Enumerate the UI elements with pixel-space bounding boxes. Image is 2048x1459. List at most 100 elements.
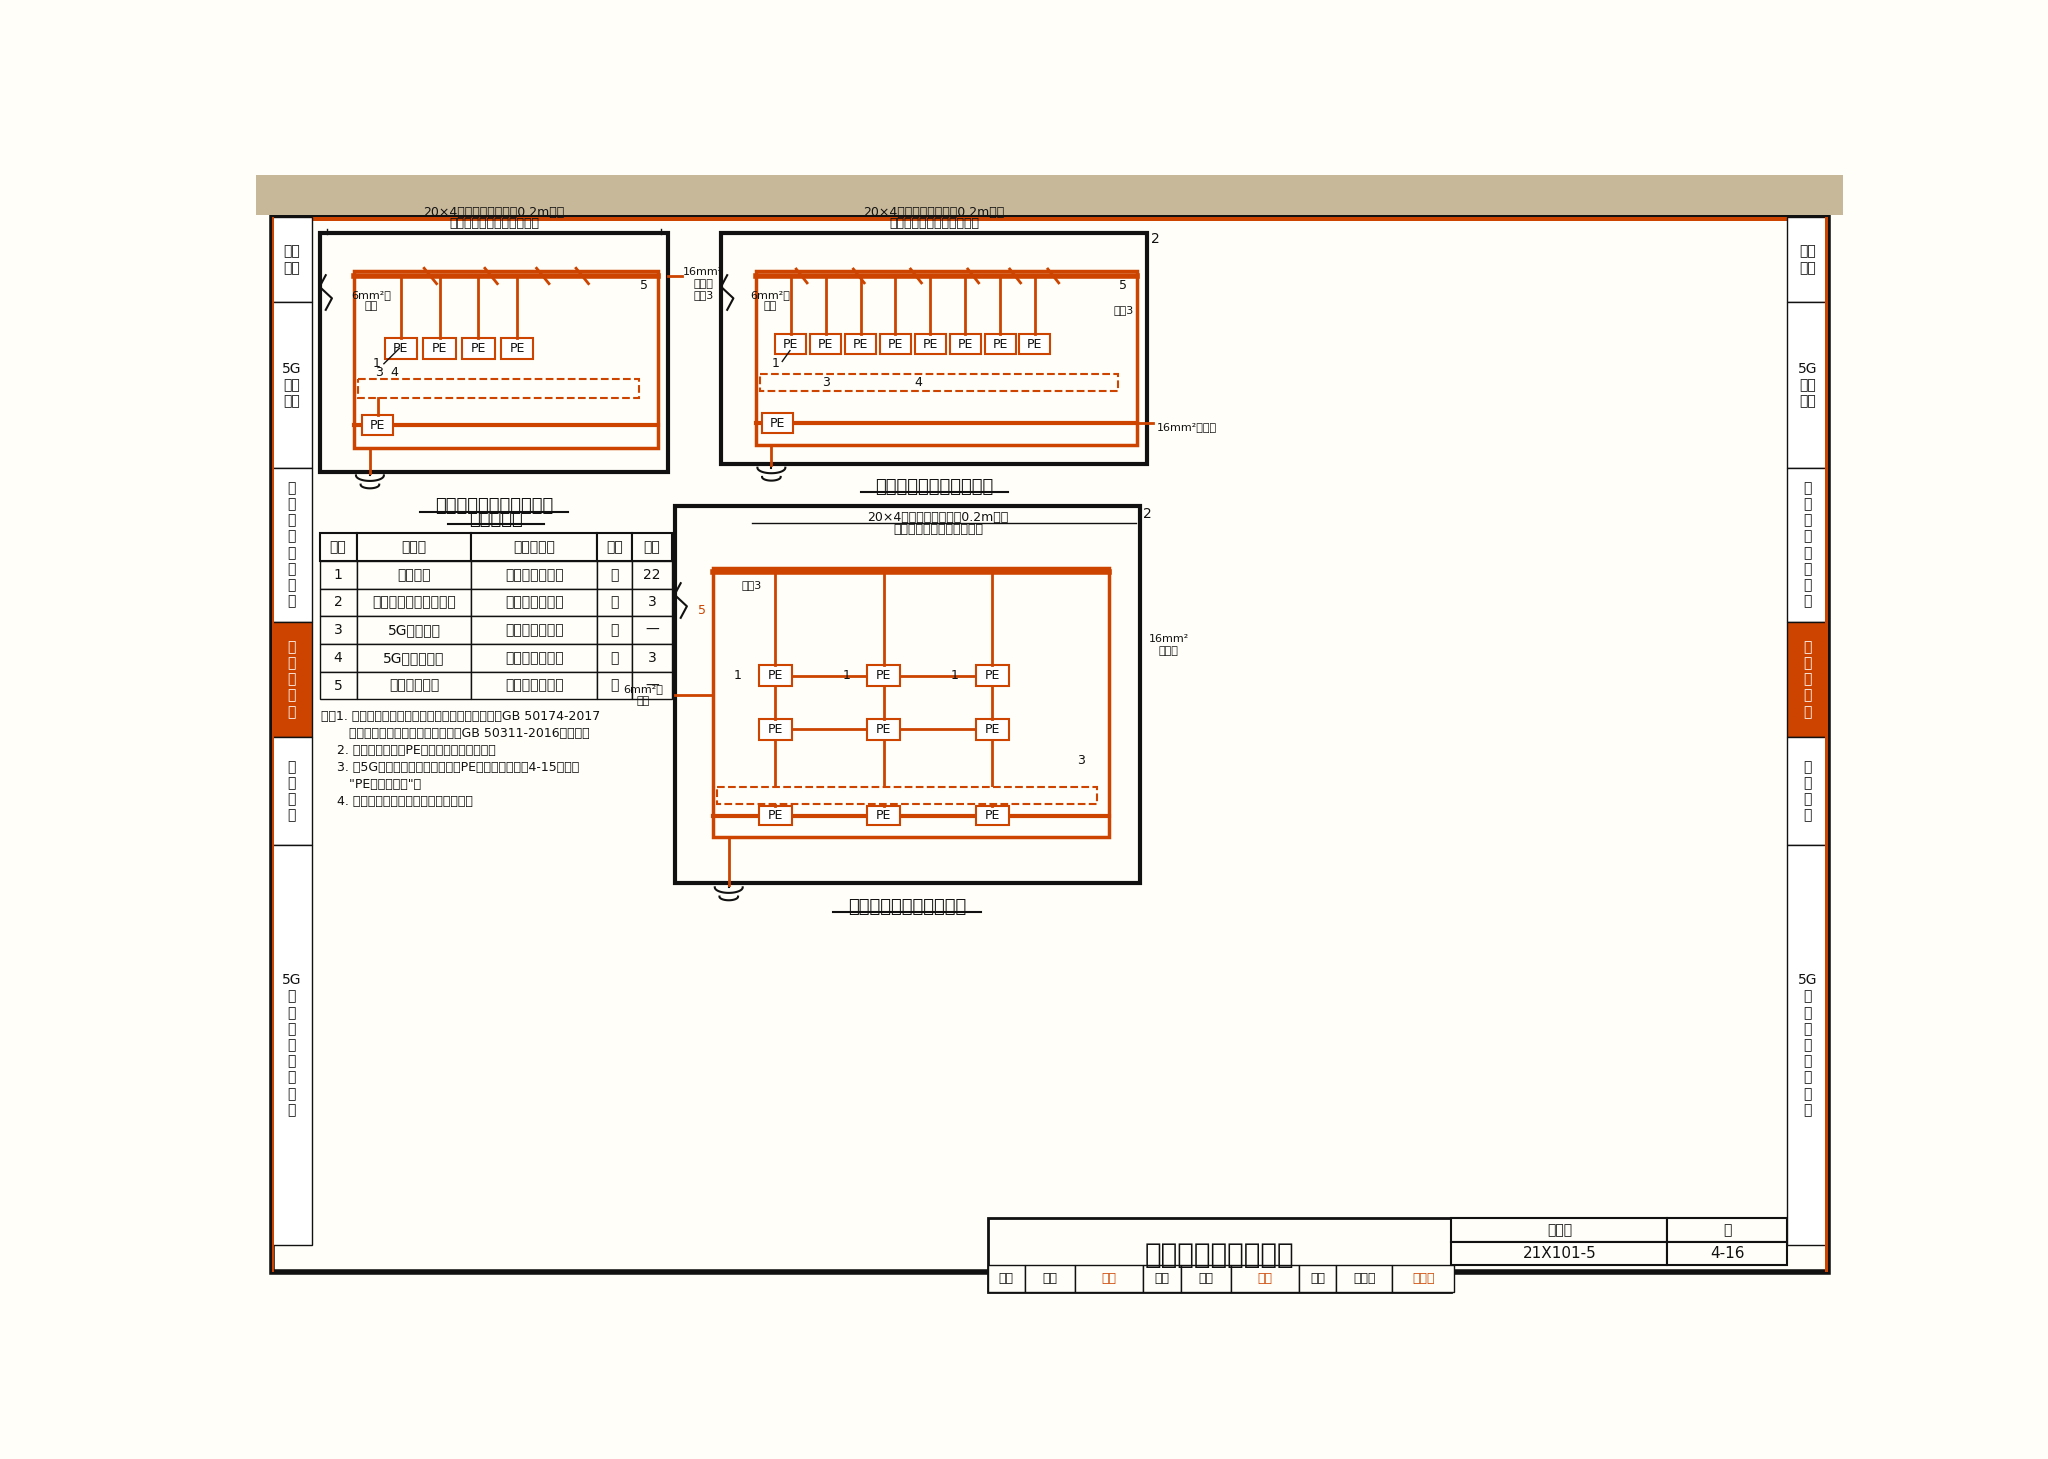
Text: 数量: 数量 — [643, 540, 659, 554]
Bar — [319, 533, 356, 560]
Text: PE: PE — [993, 338, 1008, 352]
Bar — [598, 560, 633, 588]
Bar — [633, 533, 672, 560]
Bar — [502, 337, 532, 359]
Text: PE: PE — [985, 670, 999, 681]
Bar — [1452, 1218, 1667, 1242]
Text: 5G缆线槽盒: 5G缆线槽盒 — [387, 623, 440, 638]
Bar — [463, 337, 496, 359]
Text: 通信机房接地示意（二）: 通信机房接地示意（二） — [874, 479, 993, 496]
Bar — [358, 379, 639, 398]
Text: 3: 3 — [821, 376, 829, 390]
Bar — [987, 1265, 1024, 1291]
Bar — [760, 665, 791, 686]
Bar — [1667, 1218, 1788, 1242]
Text: 通信机房接地方案二: 通信机房接地方案二 — [1145, 1242, 1294, 1269]
Text: PE: PE — [510, 341, 524, 355]
Bar — [471, 560, 598, 588]
Text: 2: 2 — [334, 595, 342, 610]
Text: 1: 1 — [842, 670, 850, 681]
Text: 单位: 单位 — [606, 540, 623, 554]
Text: 米: 米 — [610, 678, 618, 693]
Text: PE: PE — [817, 338, 834, 352]
Text: 5: 5 — [1118, 279, 1126, 292]
Text: PE: PE — [877, 670, 891, 681]
Text: PE: PE — [877, 810, 891, 823]
Bar — [356, 533, 471, 560]
Text: 3: 3 — [647, 651, 657, 665]
Text: 陈应: 陈应 — [1042, 1272, 1057, 1284]
Bar — [1788, 468, 1827, 622]
Text: 审核: 审核 — [999, 1272, 1014, 1284]
Bar — [598, 671, 633, 699]
Text: 编号: 编号 — [330, 540, 346, 554]
Bar — [633, 671, 672, 699]
Bar — [985, 334, 1016, 355]
Text: 2: 2 — [1143, 506, 1151, 521]
Bar — [1788, 737, 1827, 845]
Text: 5G
网络
覆盖: 5G 网络 覆盖 — [283, 362, 301, 409]
Text: 型号及规格: 型号及规格 — [514, 540, 555, 554]
Text: 5: 5 — [641, 279, 649, 292]
Text: 页: 页 — [1722, 1223, 1733, 1237]
Bar — [633, 643, 672, 671]
Text: PE: PE — [768, 724, 782, 735]
Bar — [868, 665, 899, 686]
Bar — [977, 805, 1008, 826]
Bar — [356, 671, 471, 699]
Bar — [1143, 1265, 1180, 1291]
Text: 通信机柜: 通信机柜 — [397, 568, 430, 582]
Text: 5G
边
网
络
缘
多
算
接
入: 5G 边 网 络 缘 多 算 接 入 — [283, 973, 301, 1118]
Text: 1: 1 — [334, 568, 342, 582]
Bar — [987, 1218, 1452, 1291]
Text: PE: PE — [393, 341, 410, 355]
Bar — [1231, 1265, 1298, 1291]
Bar — [1337, 1265, 1393, 1291]
Text: 注：1. 通信机房的接地应符合《数据中心设计规范》GB 50174-2017: 注：1. 通信机房的接地应符合《数据中心设计规范》GB 50174-2017 — [322, 711, 600, 724]
Bar — [354, 271, 657, 448]
Bar — [272, 845, 311, 1246]
Text: PE: PE — [782, 338, 799, 352]
Bar — [950, 334, 981, 355]
Text: 和《综合布线系统工程设计规范》GB 50311-2016的规定。: 和《综合布线系统工程设计规范》GB 50311-2016的规定。 — [322, 727, 590, 740]
Bar — [471, 588, 598, 616]
Text: 20×4镀锌扁钢，距地面0.2m明敷: 20×4镀锌扁钢，距地面0.2m明敷 — [864, 206, 1006, 219]
Bar — [756, 271, 1137, 445]
Bar — [272, 468, 311, 622]
Bar — [319, 616, 356, 643]
Text: 20×4镀锌扁钢，距地面0.2m明敷: 20×4镀锌扁钢，距地面0.2m明敷 — [424, 206, 565, 219]
Text: 见注3: 见注3 — [1114, 305, 1133, 315]
Bar — [811, 334, 842, 355]
Bar — [717, 788, 1098, 804]
Bar — [1788, 217, 1827, 302]
Bar — [977, 665, 1008, 686]
Bar — [272, 737, 311, 845]
Text: PE: PE — [1028, 338, 1042, 352]
Bar — [471, 533, 598, 560]
Bar — [598, 616, 633, 643]
Bar — [633, 588, 672, 616]
Text: 4: 4 — [334, 651, 342, 665]
Bar — [1667, 1242, 1788, 1265]
Text: 通信机房接地示意（三）: 通信机房接地示意（三） — [848, 897, 967, 916]
Text: 示
工
例
程: 示 工 例 程 — [287, 760, 295, 823]
Bar — [356, 643, 471, 671]
Text: 1: 1 — [733, 670, 741, 681]
Text: 16mm²铜导线: 16mm²铜导线 — [1157, 422, 1217, 432]
Text: PE: PE — [985, 724, 999, 735]
Bar — [776, 334, 807, 355]
Text: 4-16: 4-16 — [1710, 1246, 1745, 1261]
Text: PE: PE — [877, 724, 891, 735]
Bar — [356, 616, 471, 643]
Text: 20×4镀锌扁钢，距地面0.2m明敷: 20×4镀锌扁钢，距地面0.2m明敷 — [868, 511, 1008, 524]
Bar — [760, 805, 791, 826]
Text: 由工程设计确定: 由工程设计确定 — [506, 678, 563, 693]
Text: 5G专用配电箱: 5G专用配电箱 — [383, 651, 444, 665]
Text: PE: PE — [768, 670, 782, 681]
Text: 16mm²
铜导线: 16mm² 铜导线 — [1149, 635, 1190, 655]
Text: 局部等电位联结端子板: 局部等电位联结端子板 — [373, 595, 457, 610]
Text: PE: PE — [922, 338, 938, 352]
Bar — [760, 374, 1118, 391]
Text: 22: 22 — [643, 568, 662, 582]
Text: 1: 1 — [950, 670, 958, 681]
